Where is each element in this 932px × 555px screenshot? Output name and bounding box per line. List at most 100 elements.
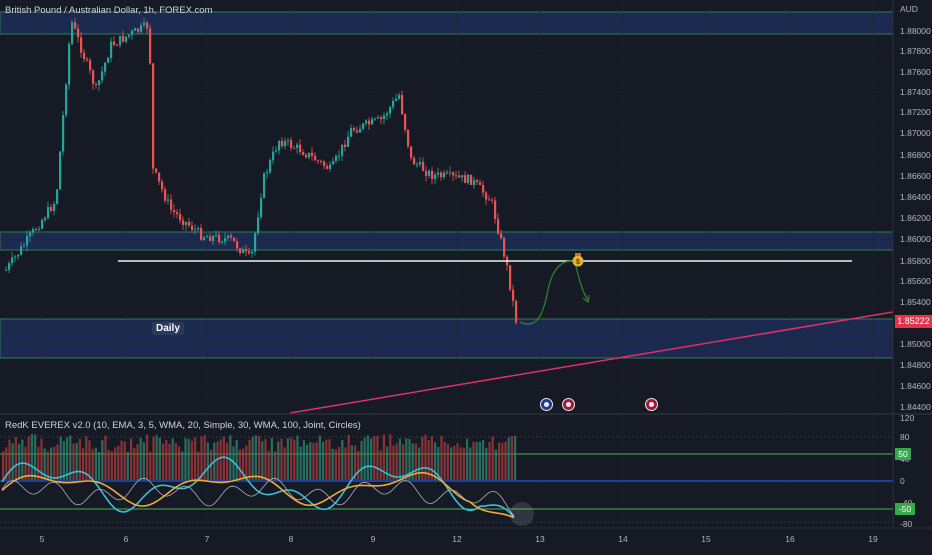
indicator-bar [331,448,334,480]
indicator-bar [370,438,373,480]
candle-body [395,98,398,101]
indicator-bar [507,437,510,480]
candle-body [419,161,422,165]
indicator-bar [46,451,49,480]
indicator-bar [501,443,504,480]
candle-body [131,30,134,35]
candle-body [53,203,56,211]
indicator-bar [395,443,398,480]
candle-body [311,152,314,156]
indicator-cursor-highlight [510,502,534,526]
indicator-bar [510,435,513,480]
candle-body [221,241,224,243]
indicator-bar [389,434,392,480]
candle-body [116,44,119,46]
indicator-bar [226,442,229,480]
price-tick-label: 1.86400 [900,192,931,202]
indicator-bar [242,448,245,480]
indicator-bar [40,438,43,480]
indicator-bar [453,445,456,480]
indicator-bar [59,436,62,480]
candle-body [188,221,191,226]
indicator-bar [421,436,424,480]
time-axis[interactable]: 5 6 7 8 9 12 13 14 15 16 19 [40,534,878,544]
candle-body [239,248,242,254]
candle-body [227,235,230,239]
candle-body [512,289,515,301]
indicator-title[interactable]: RedK EVEREX v2.0 (10, EMA, 3, 5, WMA, 20… [5,420,361,431]
candle-body [38,228,41,230]
indicator-bar [299,446,302,480]
indicator-level-low-badge: -50 [895,503,915,515]
indicator-bar [485,447,488,480]
candle-body [374,118,377,120]
candle-body [392,100,395,108]
indicator-bar [312,442,315,480]
support-zone-lower[interactable] [0,318,894,359]
candle-body [284,141,287,146]
candle-body [29,232,32,237]
time-tick-label: 13 [535,534,545,544]
candle-body [92,70,95,84]
candle-body [494,200,497,220]
indicator-bar [8,439,11,480]
price-tick-label: 1.85400 [900,297,931,307]
candle-body [8,263,11,270]
price-tick-label: 1.84400 [900,402,931,412]
candle-body [332,161,335,165]
indicator-bar [251,436,254,480]
candle-body [470,174,473,185]
candle-body [107,57,110,63]
economic-event-uk-icon[interactable] [562,398,575,411]
indicator-bar [482,440,485,480]
candle-body [113,41,116,45]
candle-body [17,254,20,257]
candle-body [125,36,128,42]
indicator-bar [274,451,277,480]
candle-body [428,170,431,176]
indicator-bar [258,436,261,480]
indicator-bar [75,442,78,480]
candle-body [275,150,278,152]
indicator-bar [72,443,75,480]
indicator-bar [184,438,187,480]
indicator-bar [344,447,347,480]
candle-body [230,235,233,238]
candle-body [77,28,80,38]
price-axis[interactable]: 1.88000 1.87800 1.87600 1.87400 1.87200 1.870… [900,26,931,412]
indicator-tick-label: 80 [900,432,910,442]
trend-line[interactable] [289,311,894,414]
indicator-bar [27,436,30,480]
candle-body [161,181,164,190]
candle-body [452,172,455,176]
indicator-bar [136,444,139,480]
indicator-bar [270,437,273,480]
timeframe-tag-daily: Daily [152,322,184,335]
indicator-bar [219,439,222,480]
candle-body [281,140,284,146]
indicator-bar [78,438,81,480]
economic-event-au-icon[interactable] [540,398,553,411]
indicator-bar [379,450,382,480]
money-bag-icon[interactable]: $ [572,253,584,267]
indicator-bar [254,435,257,480]
support-zone-upper[interactable] [0,231,894,251]
time-tick-label: 8 [289,534,294,544]
indicator-bar [334,449,337,480]
indicator-bar [491,436,494,480]
candle-body [143,22,146,26]
candle-body [347,136,350,147]
candle-body [74,22,77,29]
candle-body [119,35,122,45]
indicator-bar [315,442,318,480]
candle-body [380,117,383,120]
candle-body [509,265,512,290]
symbol-title[interactable]: British Pound / Australian Dollar, 1h, F… [5,5,213,16]
economic-event-uk-icon-2[interactable] [645,398,658,411]
price-tick-label: 1.84600 [900,381,931,391]
projected-path-sketch[interactable] [519,260,589,325]
candle-body [404,114,407,130]
time-tick-label: 5 [40,534,45,544]
